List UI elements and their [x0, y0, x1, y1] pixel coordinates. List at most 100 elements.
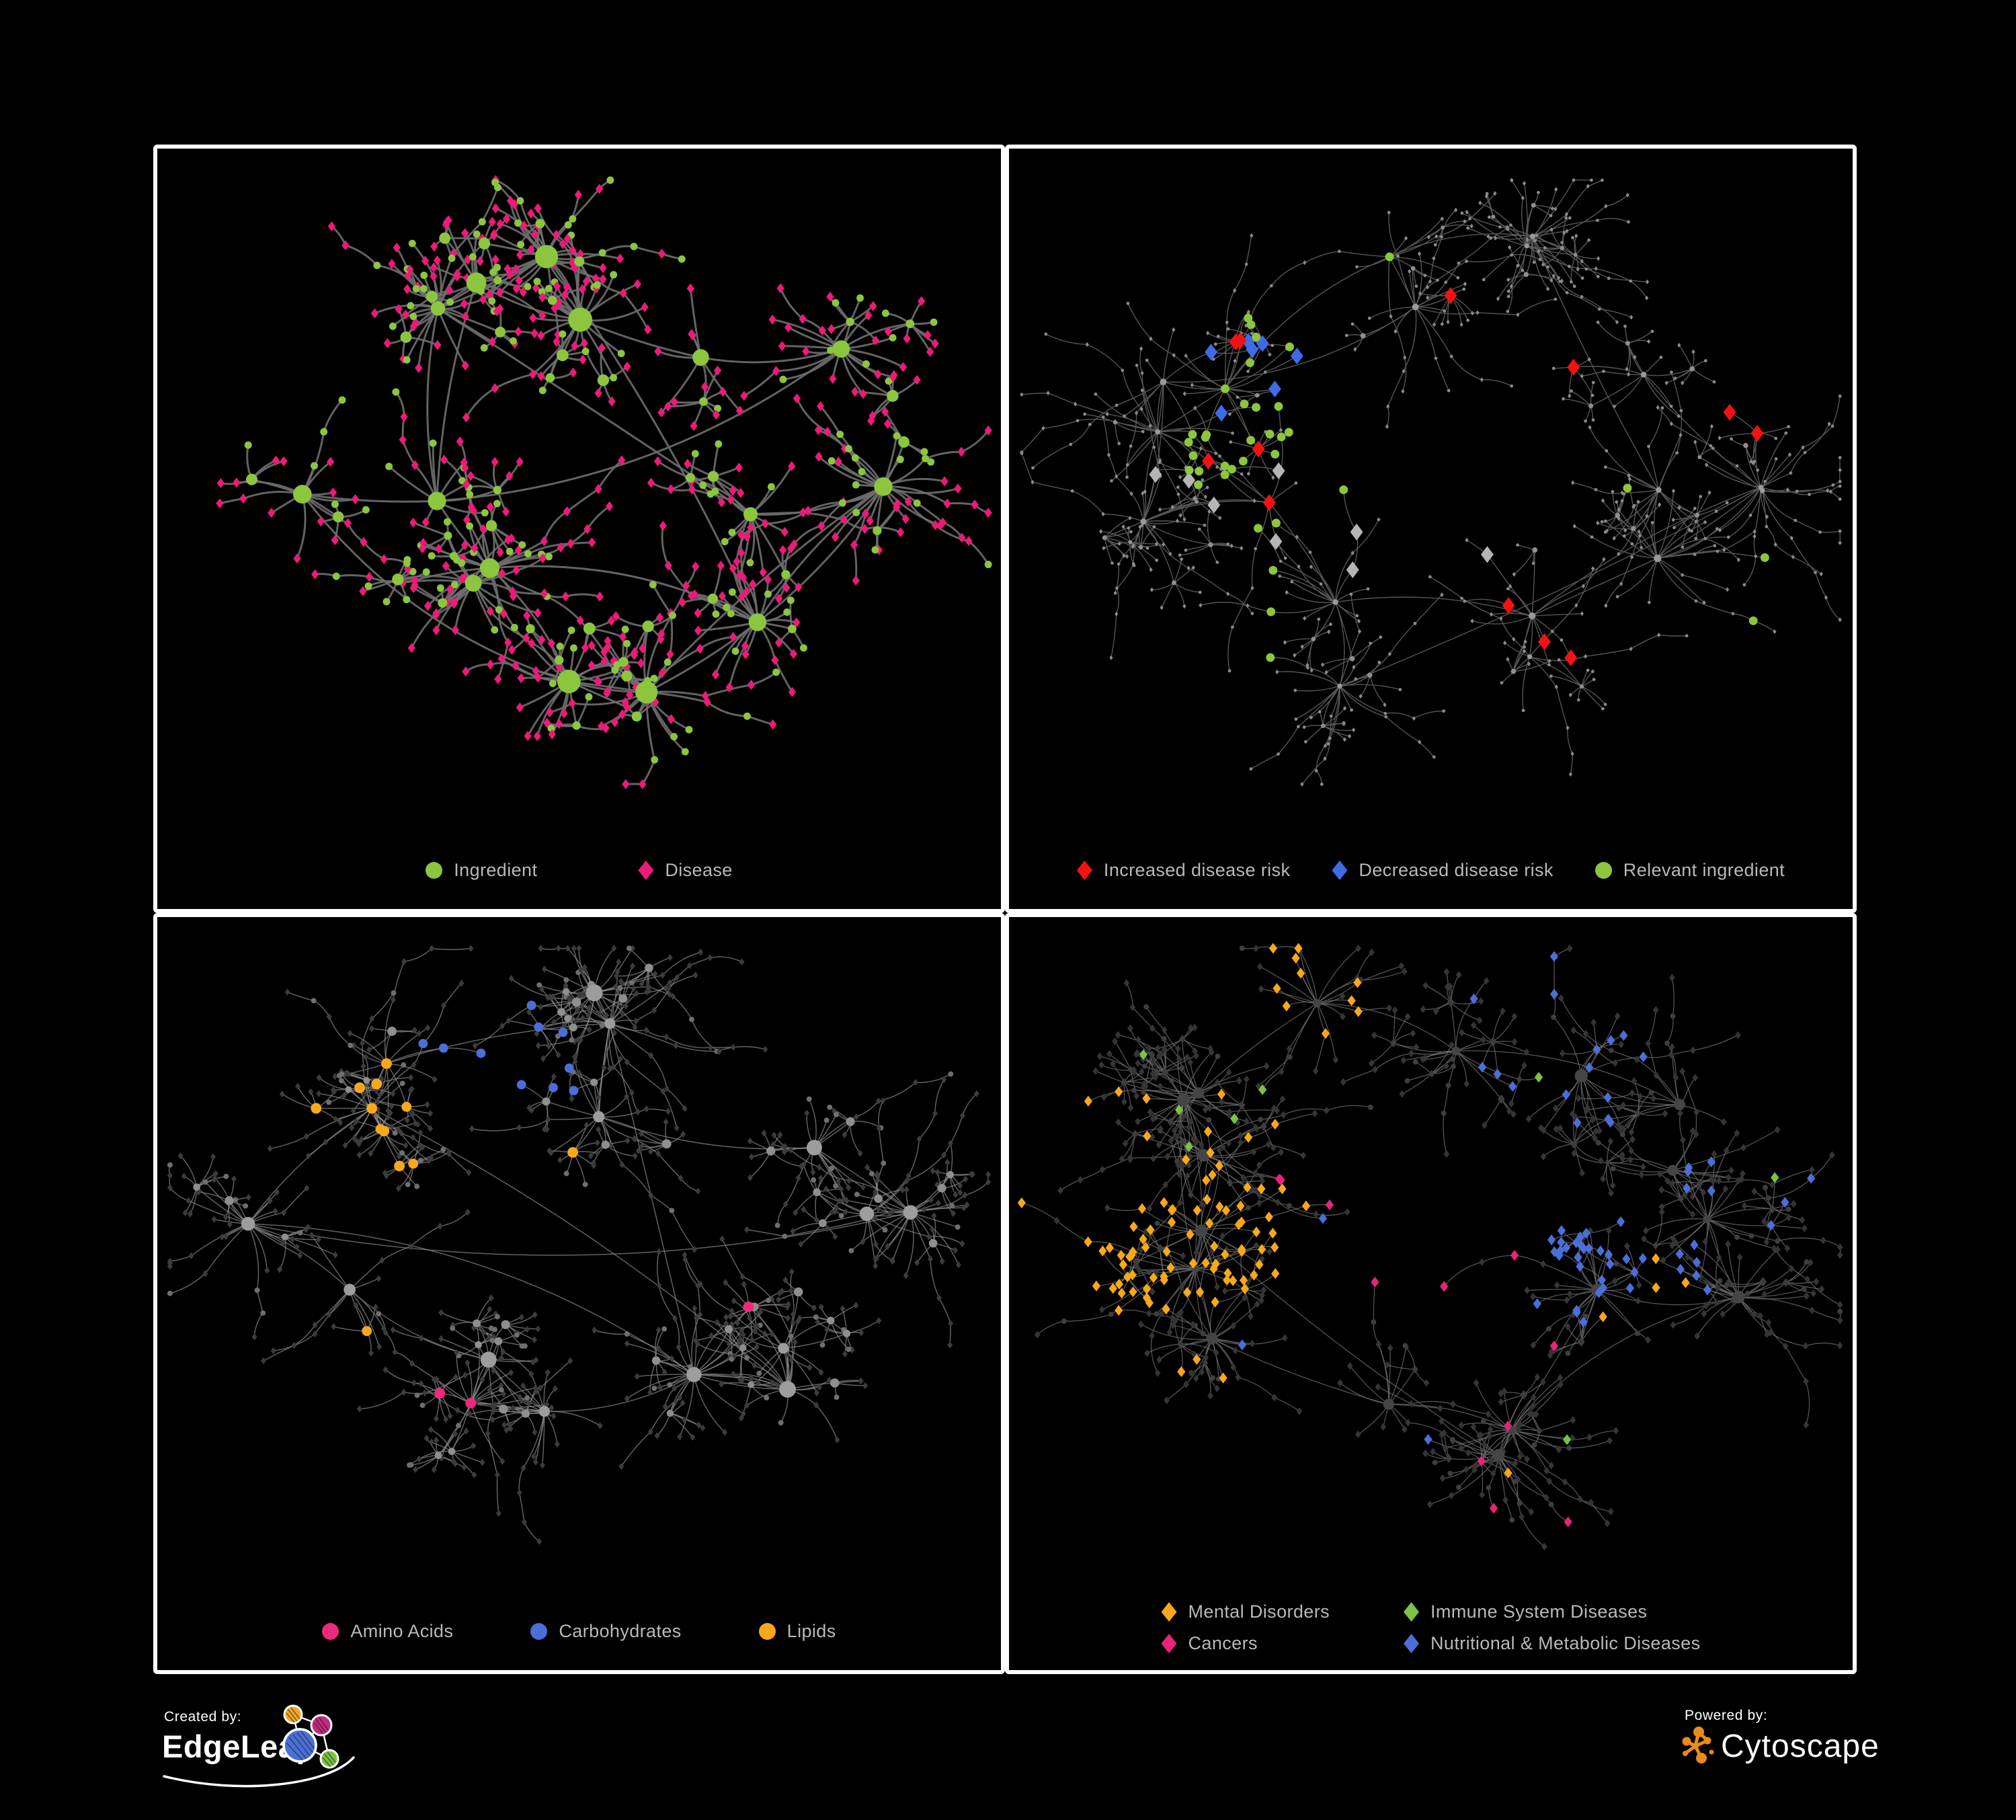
network-node: [545, 373, 555, 383]
network-node: [1366, 587, 1370, 591]
network-node: [1186, 565, 1191, 571]
network-node: [565, 945, 571, 952]
network-node: [1250, 586, 1254, 591]
network-node: [331, 1322, 337, 1331]
network-node: [1538, 633, 1551, 650]
network-edge: [1270, 657, 1308, 668]
network-node: [558, 1027, 568, 1037]
network-node: [1266, 653, 1275, 662]
network-node: [292, 485, 312, 504]
network-node: [1615, 500, 1619, 504]
network-edge: [1775, 544, 1793, 557]
network-node: [1041, 426, 1045, 431]
network-edge: [1511, 1296, 1739, 1431]
network-node: [1571, 236, 1574, 239]
network-node: [676, 1343, 682, 1351]
network-node: [358, 1136, 364, 1143]
network-edge: [1532, 214, 1567, 237]
network-node: [631, 1135, 637, 1142]
network-edge: [934, 1079, 944, 1114]
network-node: [1808, 492, 1811, 496]
network-node: [493, 1401, 499, 1409]
network-edge: [1639, 489, 1660, 537]
network-node: [1580, 276, 1584, 280]
network-edge: [1174, 582, 1201, 593]
network-node: [1510, 384, 1514, 388]
network-node: [1046, 391, 1050, 396]
network-node: [1152, 525, 1156, 528]
network-edge: [1402, 1073, 1433, 1095]
network-node: [1602, 557, 1606, 562]
network-node: [656, 1281, 662, 1289]
network-edge: [689, 957, 711, 966]
network-node: [955, 1261, 961, 1269]
network-node: [569, 215, 577, 223]
network-node: [391, 990, 397, 996]
network-node: [551, 1019, 557, 1026]
network-node: [630, 243, 638, 251]
network-node: [748, 1381, 755, 1388]
network-edge: [1492, 1041, 1527, 1053]
network-node: [1644, 295, 1649, 301]
network-edge: [292, 1238, 336, 1256]
network-node: [1178, 553, 1182, 557]
network-node: [1115, 403, 1119, 407]
network-node: [624, 1395, 630, 1402]
network-node: [571, 340, 579, 351]
network-edge: [1122, 370, 1142, 409]
network-node: [744, 1226, 750, 1234]
network-node: [1574, 233, 1578, 239]
network-node: [416, 1455, 422, 1463]
network-edge: [1452, 1439, 1492, 1462]
network-edge: [179, 1155, 198, 1187]
network-node: [1631, 526, 1636, 531]
network-node: [826, 291, 834, 302]
network-node: [936, 1294, 942, 1302]
network-edge: [1581, 296, 1617, 323]
network-node: [395, 304, 403, 315]
network-node: [840, 1196, 846, 1203]
network-node: [544, 1125, 550, 1133]
network-edge: [1037, 1320, 1064, 1335]
network-node: [1117, 562, 1121, 566]
network-edge: [1695, 442, 1700, 458]
network-edge: [565, 593, 600, 598]
network-edge: [349, 1259, 382, 1290]
network-node: [1838, 456, 1842, 460]
network-edge: [1513, 641, 1526, 672]
network-node: [737, 1335, 743, 1343]
network-node: [468, 945, 474, 952]
network-edge: [815, 1192, 817, 1220]
network-node: [458, 553, 467, 563]
network-node: [856, 294, 864, 302]
network-node: [382, 1329, 389, 1337]
network-edge: [1443, 1113, 1447, 1154]
network-node: [1580, 611, 1584, 617]
network-node: [1354, 677, 1358, 681]
network-edge: [1511, 1429, 1570, 1449]
network-edge: [1570, 753, 1573, 775]
network-node: [739, 958, 745, 965]
network-node: [1547, 663, 1551, 667]
network-edge: [878, 1082, 916, 1102]
network-edge: [1322, 686, 1340, 726]
network-edge: [1201, 1228, 1257, 1233]
network-node: [551, 1073, 557, 1080]
network-node: [610, 374, 618, 382]
network-edge: [947, 502, 975, 506]
network-node: [1793, 518, 1798, 522]
network-node: [842, 1329, 851, 1338]
network-node: [678, 597, 686, 608]
network-node: [776, 1290, 782, 1297]
network-node: [216, 478, 225, 489]
network-node: [1619, 581, 1623, 586]
network-node: [466, 522, 474, 530]
network-node: [572, 1058, 578, 1066]
network-edge: [965, 1181, 989, 1196]
network-node: [1731, 612, 1735, 616]
network-node: [853, 1302, 859, 1309]
network-node: [698, 948, 704, 956]
network-node: [665, 1107, 671, 1115]
network-node: [518, 541, 526, 549]
network-node: [1466, 226, 1469, 230]
